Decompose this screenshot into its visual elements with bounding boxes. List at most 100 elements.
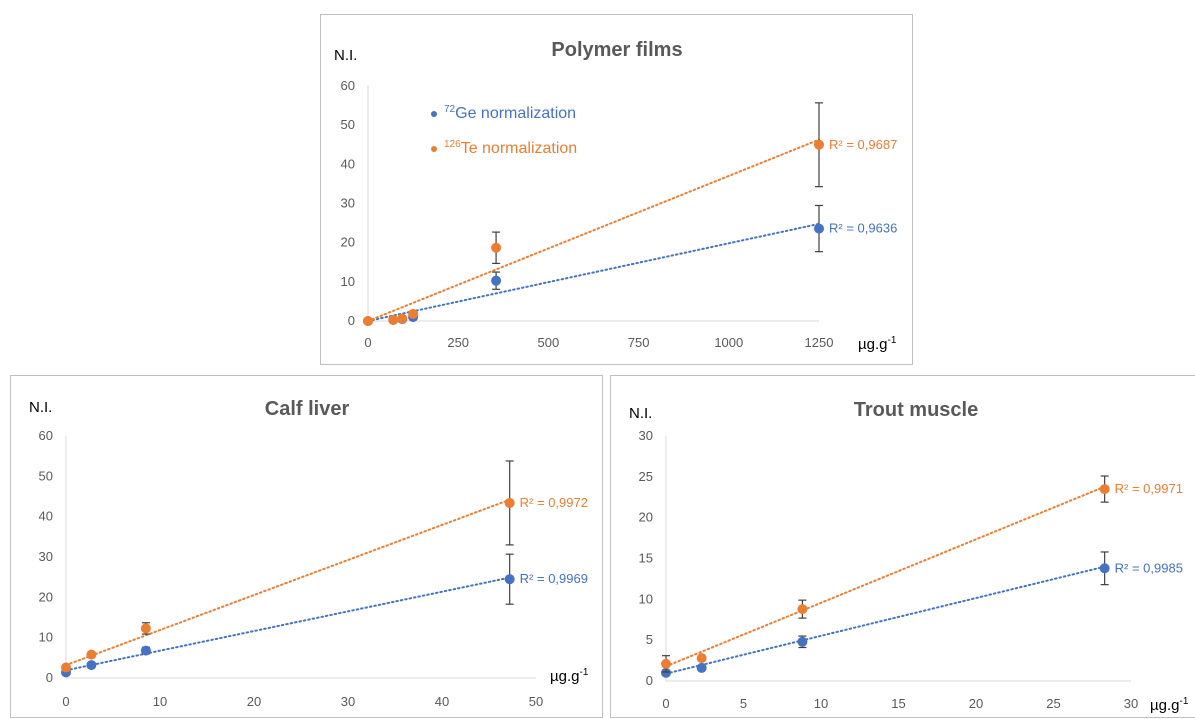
x-tick-label: 15 <box>891 696 905 711</box>
y-tick-label: 25 <box>639 469 653 484</box>
chart-panel-polymer-films: Polymer films N.I. µg.g-1 0 10 20 30 40 50 60 0 250… <box>320 14 913 365</box>
data-point-series-2 <box>140 623 151 634</box>
chart-trout-muscle: Trout muscle N.I. µg.g-1 0 5 10 15 20 25 30 0 5 10 15… <box>629 399 1189 714</box>
y-tick-label: 30 <box>39 549 53 564</box>
data-point-series-2 <box>363 316 373 326</box>
x-axis-label-text: µg.g <box>1150 697 1180 714</box>
y-tick-label: 40 <box>39 509 53 524</box>
y-tick-label: 0 <box>348 313 355 328</box>
trendline-series-1 <box>65 576 511 672</box>
x-tick-label: 0 <box>662 696 669 711</box>
legend-label-1: 72Ge normalization <box>444 104 576 122</box>
legend-marker-1 <box>431 111 437 117</box>
x-axis-label-text: µg.g <box>550 668 580 685</box>
y-axis-label: N.I. <box>334 47 357 64</box>
y-tick-label: 50 <box>341 117 355 132</box>
data-point-series-2 <box>86 649 97 660</box>
x-tick-label: 0 <box>62 694 69 709</box>
y-tick-label: 60 <box>341 78 355 93</box>
r-squared-label: R² = 0,9969 <box>520 571 588 586</box>
data-point-series-2 <box>696 653 707 664</box>
x-tick-label: 30 <box>1124 696 1138 711</box>
data-point-series-2 <box>397 313 408 324</box>
x-tick-label: 1000 <box>714 335 743 350</box>
chart-panel-calf-liver: Calf liver N.I. µg.g-1 0 10 20 30 40 50 60 0 10 20 30… <box>10 375 603 718</box>
data-point-series-2 <box>661 658 671 669</box>
chart-title: Calf liver <box>265 398 350 420</box>
data-point-series-2 <box>408 308 419 319</box>
x-axis-label: µg.g-1 <box>1150 696 1189 714</box>
data-point-series-2 <box>814 139 824 150</box>
trendline-series-2 <box>367 138 820 322</box>
legend-marker-2 <box>431 146 437 152</box>
r-squared-label: R² = 0,9972 <box>520 495 588 510</box>
x-axis-label-sup: -1 <box>888 335 897 346</box>
r-squared-label: R² = 0,9971 <box>1115 481 1183 496</box>
y-tick-label: 15 <box>639 551 653 566</box>
y-tick-label: 20 <box>341 235 355 250</box>
x-axis-label-sup: -1 <box>580 667 589 678</box>
x-tick-label: 20 <box>969 696 983 711</box>
x-tick-label: 20 <box>247 694 261 709</box>
data-point-series-1 <box>661 667 671 678</box>
x-tick-label: 250 <box>447 335 469 350</box>
y-tick-label: 0 <box>46 670 53 685</box>
data-point-series-2 <box>61 662 71 673</box>
y-tick-label: 10 <box>39 630 53 645</box>
x-axis-label-sup: -1 <box>1180 696 1189 707</box>
data-point-series-2 <box>504 497 515 508</box>
chart-title: Polymer films <box>551 39 682 61</box>
r-squared-label: R² = 0,9985 <box>1115 560 1183 575</box>
y-tick-label: 10 <box>639 591 653 606</box>
y-tick-label: 20 <box>39 589 53 604</box>
data-point-series-2 <box>388 314 399 325</box>
y-tick-label: 60 <box>39 428 53 443</box>
legend-text: Te normalization <box>461 140 578 157</box>
trendline-series-2 <box>665 485 1106 668</box>
y-tick-label: 40 <box>341 156 355 171</box>
chart-polymer-films: Polymer films N.I. µg.g-1 0 10 20 30 40 50 60 0 250… <box>334 39 897 353</box>
data-point-series-1 <box>86 660 97 671</box>
data-point-series-1 <box>1099 563 1110 574</box>
chart-panel-trout-muscle: Trout muscle N.I. µg.g-1 0 5 10 15 20 25 30 0 5 10 15… <box>610 375 1195 718</box>
r-squared-label: R² = 0,9687 <box>829 137 897 152</box>
legend-text: Ge normalization <box>455 105 576 122</box>
legend-sup: 72 <box>444 104 456 115</box>
x-tick-label: 10 <box>814 696 828 711</box>
x-axis-label-text: µg.g <box>858 336 888 353</box>
x-tick-label: 10 <box>153 694 167 709</box>
y-tick-label: 5 <box>646 632 653 647</box>
x-tick-label: 750 <box>628 335 650 350</box>
x-tick-label: 50 <box>529 694 543 709</box>
r-squared-label: R² = 0,9636 <box>829 221 897 236</box>
trendline-series-2 <box>65 498 511 667</box>
data-point-series-1 <box>140 645 151 656</box>
y-axis-label: N.I. <box>629 405 652 422</box>
chart-calf-liver: Calf liver N.I. µg.g-1 0 10 20 30 40 50 60 0 10 20 30… <box>29 398 589 709</box>
x-tick-label: 1250 <box>805 335 834 350</box>
y-tick-label: 20 <box>639 510 653 525</box>
legend-sup: 126 <box>444 139 461 150</box>
y-tick-label: 50 <box>39 468 53 483</box>
x-tick-label: 25 <box>1046 696 1060 711</box>
data-point-series-2 <box>491 242 502 253</box>
x-tick-label: 5 <box>740 696 747 711</box>
y-axis-label: N.I. <box>29 399 52 416</box>
trendline-series-1 <box>367 222 820 322</box>
x-tick-label: 0 <box>364 335 371 350</box>
data-point-series-1 <box>797 636 808 647</box>
y-tick-label: 0 <box>646 673 653 688</box>
y-tick-label: 30 <box>639 428 653 443</box>
x-tick-label: 30 <box>341 694 355 709</box>
legend-label-2: 126Te normalization <box>444 139 577 157</box>
data-point-series-2 <box>1099 484 1110 495</box>
data-point-series-1 <box>491 275 502 286</box>
y-tick-label: 30 <box>341 196 355 211</box>
trendline-series-1 <box>665 565 1106 675</box>
data-point-series-1 <box>696 662 707 673</box>
y-tick-label: 10 <box>341 274 355 289</box>
chart-title: Trout muscle <box>854 399 978 421</box>
x-axis-label: µg.g-1 <box>550 667 589 685</box>
data-point-series-1 <box>504 574 515 585</box>
x-tick-label: 500 <box>538 335 560 350</box>
